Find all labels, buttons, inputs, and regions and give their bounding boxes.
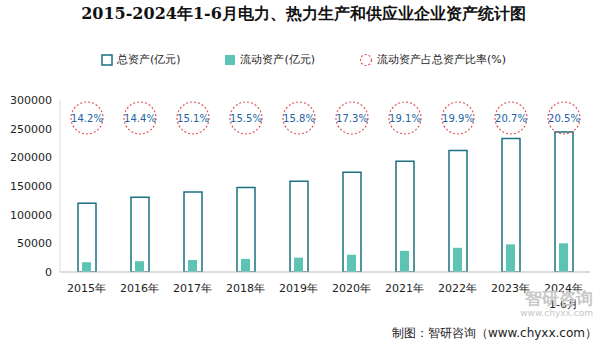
svg-text:200000: 200000 — [10, 151, 52, 164]
svg-text:2023年: 2023年 — [491, 282, 530, 295]
svg-text:14.2%: 14.2% — [71, 113, 103, 124]
svg-text:0: 0 — [45, 266, 52, 279]
svg-text:150000: 150000 — [10, 180, 52, 193]
svg-text:50000: 50000 — [17, 237, 52, 250]
html-text:制图：智研咨询（www.chyxx.com）: 制图：智研咨询（www.chyxx.com） — [391, 326, 597, 340]
svg-text:14.4%: 14.4% — [124, 113, 156, 124]
html-text:流动资产(亿元): 流动资产(亿元) — [240, 53, 316, 66]
svg-text:100000: 100000 — [10, 209, 52, 222]
html-text:www.chyxx.com: www.chyxx.com — [520, 308, 593, 318]
svg-text:20.5%: 20.5% — [548, 113, 580, 124]
svg-text:2015年: 2015年 — [67, 282, 106, 295]
html-text:2015-2024年1-6月电力、热力生产和供应业企业资产统: 2015-2024年1-6月电力、热力生产和供应业企业资产统计图 — [81, 4, 526, 23]
svg-text:19.1%: 19.1% — [389, 113, 421, 124]
svg-text:20.7%: 20.7% — [495, 113, 527, 124]
svg-text:2022年: 2022年 — [438, 282, 477, 295]
svg-text:15.5%: 15.5% — [230, 113, 262, 124]
svg-text:2020年: 2020年 — [332, 282, 371, 295]
svg-text:2021年: 2021年 — [385, 282, 424, 295]
svg-text:19.9%: 19.9% — [442, 113, 474, 124]
svg-text:2016年: 2016年 — [120, 282, 159, 295]
svg-text:17.3%: 17.3% — [336, 113, 368, 124]
svg-text:2019年: 2019年 — [279, 282, 318, 295]
svg-text:15.1%: 15.1% — [177, 113, 209, 124]
svg-text:15.8%: 15.8% — [283, 113, 315, 124]
svg-text:2018年: 2018年 — [226, 282, 265, 295]
svg-text:300000: 300000 — [10, 94, 52, 107]
svg-text:2017年: 2017年 — [173, 282, 212, 295]
html-text:智研咨询: 智研咨询 — [525, 288, 593, 308]
html-text:流动资产占总资产比率(%): 流动资产占总资产比率(%) — [377, 53, 507, 66]
html-text:总资产(亿元): 总资产(亿元) — [116, 53, 181, 66]
svg-text:250000: 250000 — [10, 123, 52, 136]
